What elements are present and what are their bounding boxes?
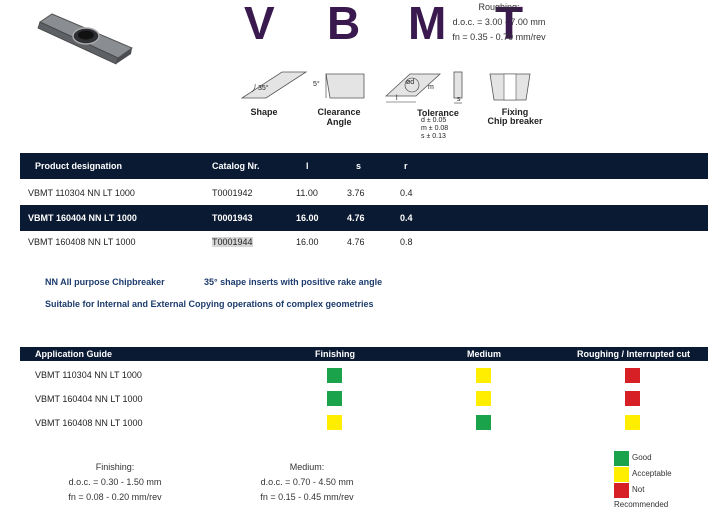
finishing-title: Finishing: xyxy=(95,462,135,472)
rating-good-square xyxy=(476,415,491,430)
rating-acceptable-square xyxy=(625,415,640,430)
row-l: 16.00 xyxy=(296,237,319,247)
col-s: s xyxy=(356,161,362,171)
tolerance-dim-l: l xyxy=(396,95,398,102)
tolerance-dim-d: ød xyxy=(406,79,415,86)
row-catalog-highlighted[interactable]: T0001944 xyxy=(212,237,253,247)
roughing-title: Roughing: xyxy=(478,2,520,12)
legend-not-label: Not xyxy=(632,485,645,494)
col-application-guide: Application Guide xyxy=(35,349,113,359)
col-finishing: Finishing xyxy=(315,349,355,359)
tolerance-m: m ± 0.08 xyxy=(421,125,449,132)
medium-doc: d.o.c. = 0.70 - 4.50 mm xyxy=(260,477,354,487)
tolerance-dim-m: m xyxy=(428,84,434,91)
row-l: 16.00 xyxy=(296,213,319,223)
clearance-angle-label: Clearance Angle xyxy=(317,107,361,127)
tolerance-label: Tolerance xyxy=(417,108,459,118)
product-table-header: Product designation Catalog Nr. l s r xyxy=(20,153,708,179)
finishing-fn: fn = 0.08 - 0.20 mm/rev xyxy=(68,492,162,502)
tolerance-s: s ± 0.13 xyxy=(421,133,446,140)
tolerance-dim-s: s xyxy=(457,96,461,103)
legend-acceptable-square xyxy=(614,467,629,482)
title-letter-v: V xyxy=(244,0,275,49)
clearance-angle-value: 5° xyxy=(313,81,320,88)
legend-acceptable-label: Acceptable xyxy=(632,469,672,478)
table-row[interactable]: VBMT 110304 NN LT 1000 T0001942 11.00 3.… xyxy=(20,180,708,206)
rating-acceptable-square xyxy=(476,391,491,406)
title-letter-t: T xyxy=(495,0,524,49)
tolerance-diagram xyxy=(382,70,476,108)
row-l: 11.00 xyxy=(296,188,318,198)
roughing-doc: d.o.c. = 3.00 - 7.00 mm xyxy=(452,17,546,27)
medium-conditions: Medium: d.o.c. = 0.70 - 4.50 mm fn = 0.1… xyxy=(232,460,382,505)
col-r: r xyxy=(404,161,408,171)
roughing-conditions: Roughing: d.o.c. = 3.00 - 7.00 mm fn = 0… xyxy=(424,0,574,45)
row-catalog: T0001942 xyxy=(212,188,253,198)
row-s: 3.76 xyxy=(347,188,365,198)
fixing-diagram xyxy=(488,70,532,104)
table-row-selected[interactable]: VBMT 160404 NN LT 1000 T0001943 16.00 4.… xyxy=(20,205,708,231)
shape-description: 35° shape inserts with positive rake ang… xyxy=(204,277,383,287)
rating-acceptable-square xyxy=(476,368,491,383)
finishing-conditions: Finishing: d.o.c. = 0.30 - 1.50 mm fn = … xyxy=(40,460,190,505)
row-designation: VBMT 160408 NN LT 1000 xyxy=(28,237,136,247)
row-r: 0.4 xyxy=(400,213,413,223)
rating-not-square xyxy=(625,391,640,406)
rating-good-square xyxy=(327,368,342,383)
row-catalog: T0001943 xyxy=(212,213,253,223)
title-letter-b: B xyxy=(327,0,361,49)
shape-angle-label: 35° xyxy=(258,85,269,92)
rating-acceptable-square xyxy=(327,415,342,430)
medium-fn: fn = 0.15 - 0.45 mm/rev xyxy=(260,492,354,502)
application-guide-header: Application Guide Finishing Medium Rough… xyxy=(20,347,708,361)
chip-breaker-label: Chip breaker xyxy=(487,116,543,126)
col-medium: Medium xyxy=(467,349,502,359)
col-roughing: Roughing / Interrupted cut xyxy=(577,349,690,359)
tolerance-d: d ± 0.05 xyxy=(421,117,447,124)
guide-row-label: VBMT 160404 NN LT 1000 xyxy=(35,394,143,404)
finishing-doc: d.o.c. = 0.30 - 1.50 mm xyxy=(68,477,162,487)
row-r: 0.4 xyxy=(400,188,413,198)
medium-title: Medium: xyxy=(289,462,325,472)
insert-image xyxy=(30,8,140,68)
col-catalog-nr: Catalog Nr. xyxy=(212,161,260,171)
row-r: 0.8 xyxy=(400,237,413,247)
roughing-fn: fn = 0.35 - 0.70 mm/rev xyxy=(452,32,546,42)
row-designation: VBMT 110304 NN LT 1000 xyxy=(28,188,135,198)
title-letter-m: M xyxy=(408,0,447,49)
col-l: l xyxy=(306,161,309,171)
row-s: 4.76 xyxy=(347,237,365,247)
chipbreaker-description: NN All purpose Chipbreaker xyxy=(45,277,165,287)
shape-diagram xyxy=(238,70,308,102)
legend-good-square xyxy=(614,451,629,466)
guide-row-label: VBMT 160408 NN LT 1000 xyxy=(35,418,143,428)
row-designation: VBMT 160404 NN LT 1000 xyxy=(28,213,137,223)
table-row[interactable]: VBMT 160408 NN LT 1000 T0001944 16.00 4.… xyxy=(20,229,708,255)
clearance-diagram xyxy=(316,70,366,102)
row-s: 4.76 xyxy=(347,213,365,223)
legend-recommended-label: Recommended xyxy=(614,500,669,509)
rating-good-square xyxy=(327,391,342,406)
fixing-label: Fixing xyxy=(501,107,529,117)
guide-row-label: VBMT 110304 NN LT 1000 xyxy=(35,370,142,380)
rating-not-square xyxy=(625,368,640,383)
application-description: Suitable for Internal and External Copyi… xyxy=(45,299,374,309)
shape-label: Shape xyxy=(250,107,278,117)
col-product-designation: Product designation xyxy=(35,161,123,171)
legend-not-square xyxy=(614,483,629,498)
legend-good-label: Good xyxy=(632,453,652,462)
